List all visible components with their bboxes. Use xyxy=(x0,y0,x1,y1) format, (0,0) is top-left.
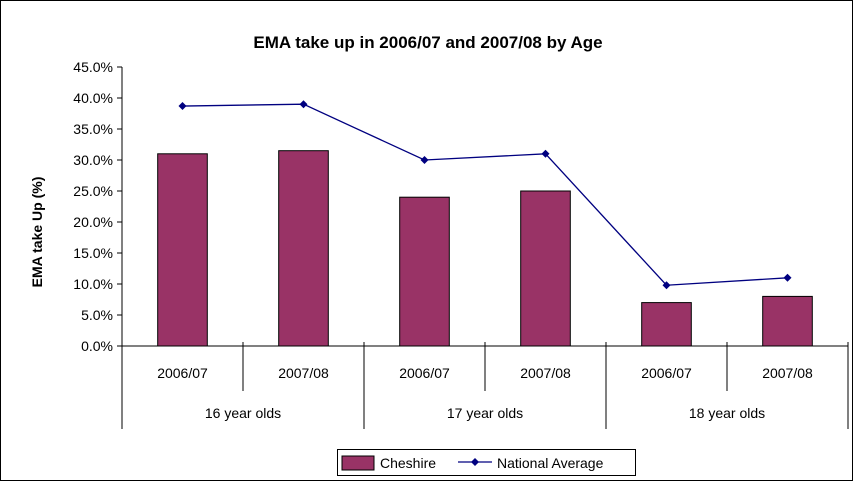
y-tick-label: 35.0% xyxy=(73,121,113,137)
legend-label-cheshire: Cheshire xyxy=(380,455,436,471)
bar-series xyxy=(157,150,813,347)
y-tick-label: 15.0% xyxy=(73,245,113,261)
x-tick-label: 2007/08 xyxy=(520,365,571,381)
bar xyxy=(278,150,329,347)
bar xyxy=(641,302,692,347)
data-point xyxy=(783,273,792,282)
x-group-label: 18 year olds xyxy=(689,405,765,421)
data-point xyxy=(541,149,550,158)
bar xyxy=(520,190,571,347)
bar xyxy=(157,153,208,347)
y-tick-label: 20.0% xyxy=(73,214,113,230)
x-tick-label: 2006/07 xyxy=(641,365,692,381)
legend-marker-national xyxy=(471,458,479,466)
data-point xyxy=(662,281,671,290)
bar xyxy=(762,295,813,347)
x-axis: 2006/07 2007/08 2006/07 2007/08 2006/07 2007/… xyxy=(121,342,849,429)
data-point xyxy=(299,100,308,109)
line-series xyxy=(178,100,792,290)
legend-label-national: National Average xyxy=(497,455,604,471)
bar xyxy=(399,196,450,347)
x-group-label: 17 year olds xyxy=(447,405,523,421)
y-tick-label: 25.0% xyxy=(73,183,113,199)
series-line xyxy=(182,103,788,286)
y-tick-label: 10.0% xyxy=(73,276,113,292)
x-tick-label: 2007/08 xyxy=(762,365,813,381)
y-axis-label: EMA take Up (%) xyxy=(29,177,45,288)
legend-swatch-cheshire xyxy=(341,455,375,471)
y-tick-label: 0.0% xyxy=(81,338,113,354)
legend: Cheshire National Average xyxy=(337,449,636,476)
x-tick-label: 2006/07 xyxy=(157,365,208,381)
x-group-label: 16 year olds xyxy=(205,405,281,421)
x-tick-label: 2007/08 xyxy=(278,365,329,381)
y-tick-label: 5.0% xyxy=(81,307,113,323)
y-tick-label: 45.0% xyxy=(73,59,113,75)
data-point xyxy=(420,156,429,164)
chart-title: EMA take up in 2006/07 and 2007/08 by Ag… xyxy=(253,33,602,52)
y-tick-label: 40.0% xyxy=(73,90,113,106)
x-tick-label: 2006/07 xyxy=(399,365,450,381)
data-point xyxy=(178,102,187,111)
y-tick-label: 30.0% xyxy=(73,152,113,168)
y-axis: 0.0% 5.0% 10.0% 15.0% 20.0% 25.0% 30.0% 35.0% 40… xyxy=(73,59,123,354)
